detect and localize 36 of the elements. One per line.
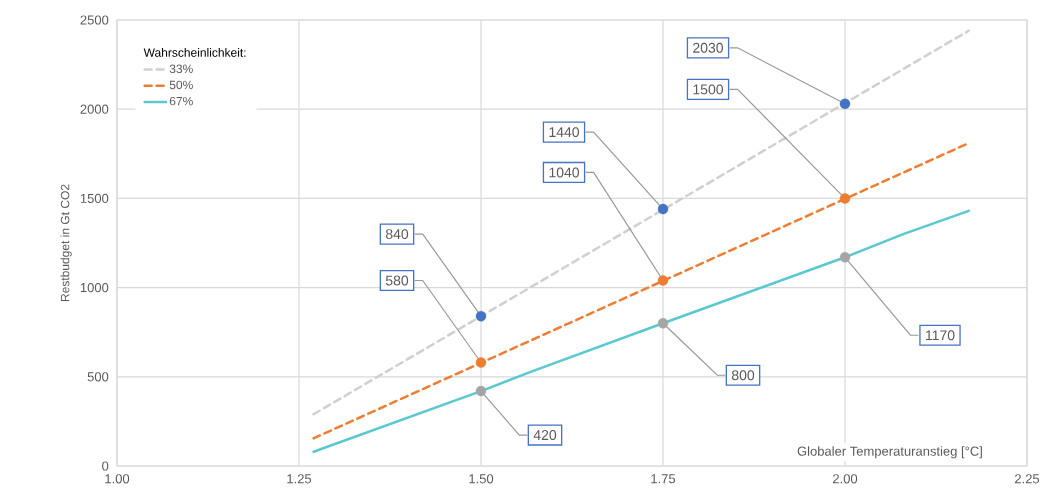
- point: [475, 310, 487, 322]
- point: [657, 318, 669, 329]
- data-label: 1440: [549, 127, 580, 138]
- y-tick-label: 2000: [80, 104, 109, 114]
- data-label: 2030: [693, 42, 724, 53]
- data-label: 1170: [926, 330, 955, 341]
- point: [657, 203, 669, 215]
- data-label: 580: [385, 275, 409, 286]
- data-label: 420: [533, 430, 557, 441]
- x-tick-label: 1.75: [651, 474, 676, 484]
- y-tick-label: 1500: [80, 193, 109, 203]
- legend-title: Wahrscheinlichkeit:: [143, 48, 246, 57]
- y-tick-label: 500: [87, 372, 109, 382]
- x-tick-label: 1.00: [105, 474, 130, 484]
- x-tick-label: 1.50: [469, 474, 494, 484]
- x-tick-label: 1.25: [287, 474, 312, 484]
- legend-label: 33%: [169, 64, 193, 74]
- x-tick-label: 2.00: [833, 474, 858, 484]
- point: [475, 385, 487, 397]
- legend-label: 67%: [169, 96, 193, 106]
- legend-label: 50%: [169, 80, 193, 90]
- x-axis-title: Globaler Temperaturanstieg [°C]: [797, 446, 982, 459]
- point: [839, 193, 851, 204]
- y-tick-label: 1000: [80, 282, 109, 293]
- y-axis-title: Restbudget in Gt CO2: [60, 184, 72, 302]
- y-tick-label: 2500: [80, 15, 109, 25]
- point: [657, 275, 669, 286]
- y-tick-label: 0: [102, 461, 109, 471]
- data-label: 800: [731, 370, 755, 381]
- data-label: 1040: [549, 167, 580, 178]
- data-label: 840: [385, 229, 409, 240]
- data-label: 1500: [693, 84, 724, 95]
- point: [475, 357, 487, 368]
- x-tick-label: 2.25: [1015, 474, 1040, 484]
- point: [839, 98, 851, 110]
- point: [839, 252, 851, 263]
